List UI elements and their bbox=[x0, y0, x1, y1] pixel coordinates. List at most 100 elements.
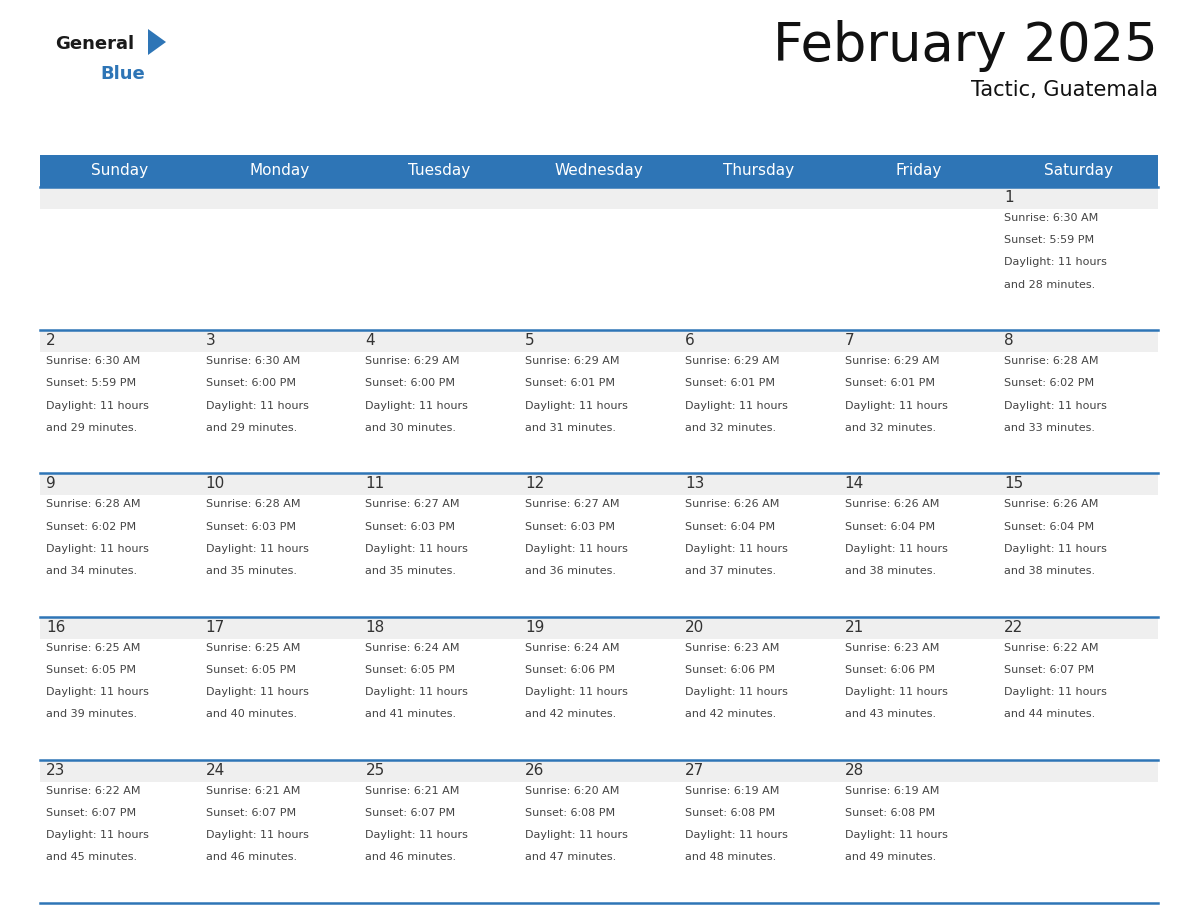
Bar bbox=[40, 617, 200, 639]
Bar bbox=[678, 353, 839, 474]
Text: 4: 4 bbox=[366, 333, 375, 348]
Bar bbox=[998, 782, 1158, 903]
Text: Sunset: 6:07 PM: Sunset: 6:07 PM bbox=[366, 808, 455, 818]
Text: and 31 minutes.: and 31 minutes. bbox=[525, 423, 617, 432]
Text: Sunset: 6:00 PM: Sunset: 6:00 PM bbox=[366, 378, 455, 388]
Text: 25: 25 bbox=[366, 763, 385, 778]
Text: Monday: Monday bbox=[249, 163, 310, 178]
Text: Sunset: 6:01 PM: Sunset: 6:01 PM bbox=[845, 378, 935, 388]
Text: Sunset: 6:06 PM: Sunset: 6:06 PM bbox=[845, 665, 935, 675]
Bar bbox=[998, 617, 1158, 639]
Text: and 46 minutes.: and 46 minutes. bbox=[206, 853, 297, 862]
Text: Sunrise: 6:30 AM: Sunrise: 6:30 AM bbox=[206, 356, 299, 366]
Bar bbox=[519, 187, 678, 209]
Text: Sunset: 6:04 PM: Sunset: 6:04 PM bbox=[684, 521, 775, 532]
Text: 13: 13 bbox=[684, 476, 704, 491]
Text: Sunset: 6:01 PM: Sunset: 6:01 PM bbox=[684, 378, 775, 388]
Text: Daylight: 11 hours: Daylight: 11 hours bbox=[46, 830, 148, 840]
Text: Sunset: 6:03 PM: Sunset: 6:03 PM bbox=[206, 521, 296, 532]
Bar bbox=[839, 330, 998, 353]
Text: 16: 16 bbox=[46, 620, 65, 634]
Text: and 32 minutes.: and 32 minutes. bbox=[845, 423, 936, 432]
Text: General: General bbox=[55, 35, 134, 53]
Text: Thursday: Thursday bbox=[723, 163, 795, 178]
Text: 26: 26 bbox=[525, 763, 544, 778]
Bar bbox=[839, 209, 998, 330]
Bar bbox=[839, 155, 998, 187]
Polygon shape bbox=[148, 29, 166, 55]
Text: Daylight: 11 hours: Daylight: 11 hours bbox=[525, 543, 628, 554]
Text: Sunrise: 6:25 AM: Sunrise: 6:25 AM bbox=[46, 643, 140, 653]
Text: Sunset: 6:05 PM: Sunset: 6:05 PM bbox=[206, 665, 296, 675]
Bar bbox=[519, 639, 678, 760]
Bar bbox=[839, 474, 998, 496]
Bar bbox=[200, 617, 360, 639]
Text: Sunset: 6:05 PM: Sunset: 6:05 PM bbox=[366, 665, 455, 675]
Text: 3: 3 bbox=[206, 333, 215, 348]
Bar bbox=[839, 187, 998, 209]
Bar bbox=[519, 353, 678, 474]
Bar bbox=[40, 760, 200, 782]
Text: Sunrise: 6:28 AM: Sunrise: 6:28 AM bbox=[1004, 356, 1099, 366]
Text: Daylight: 11 hours: Daylight: 11 hours bbox=[1004, 687, 1107, 697]
Text: and 37 minutes.: and 37 minutes. bbox=[684, 566, 776, 576]
Bar bbox=[40, 155, 200, 187]
Text: Daylight: 11 hours: Daylight: 11 hours bbox=[46, 400, 148, 410]
Text: Sunrise: 6:29 AM: Sunrise: 6:29 AM bbox=[366, 356, 460, 366]
Text: Sunset: 6:04 PM: Sunset: 6:04 PM bbox=[845, 521, 935, 532]
Text: and 38 minutes.: and 38 minutes. bbox=[845, 566, 936, 576]
Text: Sunset: 6:07 PM: Sunset: 6:07 PM bbox=[46, 808, 137, 818]
Text: Sunrise: 6:29 AM: Sunrise: 6:29 AM bbox=[525, 356, 620, 366]
Bar bbox=[40, 496, 200, 617]
Bar bbox=[360, 496, 519, 617]
Bar bbox=[678, 496, 839, 617]
Text: 28: 28 bbox=[845, 763, 864, 778]
Text: Sunset: 6:02 PM: Sunset: 6:02 PM bbox=[1004, 378, 1094, 388]
Text: Sunrise: 6:19 AM: Sunrise: 6:19 AM bbox=[684, 786, 779, 796]
Text: Daylight: 11 hours: Daylight: 11 hours bbox=[46, 543, 148, 554]
Bar bbox=[200, 209, 360, 330]
Bar bbox=[360, 639, 519, 760]
Bar bbox=[200, 187, 360, 209]
Text: Sunrise: 6:30 AM: Sunrise: 6:30 AM bbox=[1004, 213, 1099, 223]
Text: Sunrise: 6:29 AM: Sunrise: 6:29 AM bbox=[845, 356, 939, 366]
Bar bbox=[678, 187, 839, 209]
Bar bbox=[200, 639, 360, 760]
Text: Sunrise: 6:27 AM: Sunrise: 6:27 AM bbox=[366, 499, 460, 509]
Bar bbox=[519, 330, 678, 353]
Text: 10: 10 bbox=[206, 476, 225, 491]
Text: and 41 minutes.: and 41 minutes. bbox=[366, 710, 456, 719]
Text: and 32 minutes.: and 32 minutes. bbox=[684, 423, 776, 432]
Text: Sunset: 6:00 PM: Sunset: 6:00 PM bbox=[206, 378, 296, 388]
Text: Daylight: 11 hours: Daylight: 11 hours bbox=[684, 687, 788, 697]
Bar bbox=[360, 353, 519, 474]
Bar bbox=[360, 617, 519, 639]
Bar bbox=[519, 617, 678, 639]
Bar bbox=[678, 639, 839, 760]
Bar bbox=[519, 209, 678, 330]
Text: 18: 18 bbox=[366, 620, 385, 634]
Text: 20: 20 bbox=[684, 620, 704, 634]
Bar bbox=[360, 209, 519, 330]
Text: 9: 9 bbox=[46, 476, 56, 491]
Text: 24: 24 bbox=[206, 763, 225, 778]
Text: and 46 minutes.: and 46 minutes. bbox=[366, 853, 456, 862]
Text: 21: 21 bbox=[845, 620, 864, 634]
Bar bbox=[360, 330, 519, 353]
Bar bbox=[839, 782, 998, 903]
Text: Sunset: 5:59 PM: Sunset: 5:59 PM bbox=[46, 378, 137, 388]
Bar bbox=[678, 782, 839, 903]
Text: and 43 minutes.: and 43 minutes. bbox=[845, 710, 936, 719]
Bar bbox=[360, 782, 519, 903]
Text: and 30 minutes.: and 30 minutes. bbox=[366, 423, 456, 432]
Text: Sunrise: 6:19 AM: Sunrise: 6:19 AM bbox=[845, 786, 939, 796]
Text: and 45 minutes.: and 45 minutes. bbox=[46, 853, 137, 862]
Bar bbox=[200, 330, 360, 353]
Text: 7: 7 bbox=[845, 333, 854, 348]
Text: Daylight: 11 hours: Daylight: 11 hours bbox=[845, 687, 948, 697]
Text: Friday: Friday bbox=[896, 163, 942, 178]
Bar bbox=[200, 155, 360, 187]
Bar bbox=[998, 474, 1158, 496]
Text: Daylight: 11 hours: Daylight: 11 hours bbox=[366, 830, 468, 840]
Text: Sunset: 6:08 PM: Sunset: 6:08 PM bbox=[525, 808, 615, 818]
